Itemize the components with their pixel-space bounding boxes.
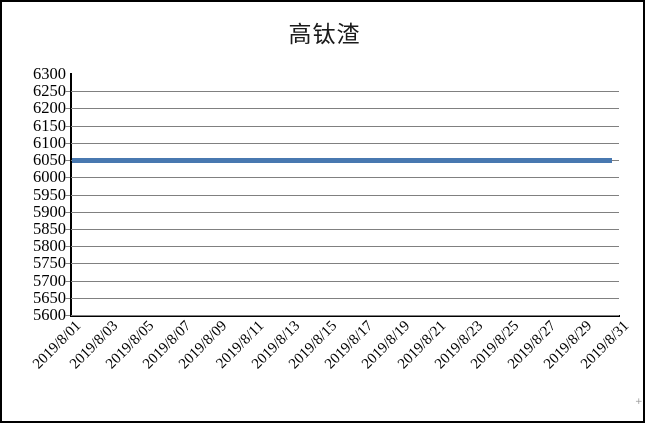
y-tickmark [65,195,70,196]
x-axis-tick-labels: 2019/8/01 2019/8/03 2019/8/05 2019/8/07 2019… [30,318,632,418]
y-tick-label: 5750 [33,253,66,273]
y-tickmark [65,126,70,127]
corner-resize-marker: + [635,397,643,407]
gridline [71,315,619,316]
y-tickmark [65,91,70,92]
y-tick-label: 6300 [33,64,66,83]
category-axis-line [70,315,620,317]
plot-area [65,74,619,316]
y-tickmark [65,281,70,282]
chart-title: 高钛渣 [288,22,361,48]
y-tick-label: 6250 [33,81,66,101]
y-tick-label: 5950 [33,184,66,204]
gridline [71,195,619,196]
gridline [71,126,619,127]
series-line-gaotizha [72,158,612,164]
y-tick-label: 5800 [33,236,66,256]
gridline [71,263,619,264]
y-tickmark [65,298,70,299]
y-tickmark [65,263,70,264]
y-tickmark [65,177,70,178]
gridline [71,246,619,247]
y-tick-label: 5850 [33,218,66,238]
gridline [71,212,619,213]
gridline [71,298,619,299]
y-tick-label: 5600 [33,305,66,324]
y-tickmark [65,246,70,247]
y-tick-label: 5650 [33,287,66,307]
y-tickmark [65,212,70,213]
y-tickmark [65,108,70,109]
gridline [71,281,619,282]
gridline [71,91,619,92]
y-tickmark [65,143,70,144]
y-tick-label: 6200 [33,98,66,118]
y-tickmark [65,160,70,161]
y-axis-tick-labels: 6300 6250 6200 6150 6100 6050 6000 5950 5900 5850… [8,65,66,323]
y-tickmark [65,229,70,230]
y-tick-label: 5700 [33,270,66,290]
gridline [71,229,619,230]
y-tick-label: 6150 [33,115,66,135]
gridline [71,177,619,178]
y-tick-label: 5900 [33,201,66,221]
gridline [71,108,619,109]
y-tick-label: 6100 [33,132,66,152]
y-tick-label: 6050 [33,150,66,170]
y-tick-label: 6000 [33,167,66,187]
gridline [71,143,619,144]
y-tickmark [65,315,70,316]
